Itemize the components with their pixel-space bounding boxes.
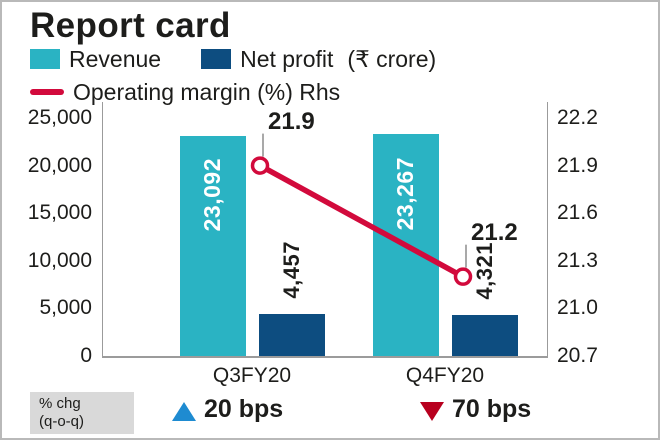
footer: % chg (q-o-q) 20 bps 70 bps xyxy=(2,390,658,436)
pct-change-line1: % chg xyxy=(39,395,81,412)
margin-value-q4fy20: 21.2 xyxy=(471,218,518,246)
revenue-value-text: 23,092 xyxy=(199,158,225,232)
revenue-value-q3fy20: 23,092 xyxy=(180,140,246,250)
revenue-swatch xyxy=(30,49,60,69)
margin-marker-q3fy20 xyxy=(250,156,270,175)
left-axis-tick: 15,000 xyxy=(27,201,92,225)
net-profit-value-text: 4,457 xyxy=(278,240,304,299)
right-axis-tick: 21.0 xyxy=(557,296,598,320)
left-axis-tick: 0 xyxy=(80,344,92,367)
revenue-bar-q3fy20 xyxy=(179,136,246,356)
down-change-value: 70 bps xyxy=(452,395,532,423)
right-axis-tick: 20.7 xyxy=(557,344,598,367)
right-axis-tick: 21.6 xyxy=(557,201,598,225)
net-profit-value-text: 4,321 xyxy=(471,242,497,300)
left-axis-tick: 10,000 xyxy=(27,248,92,272)
x-axis-label-q4fy20: Q4FY20 xyxy=(405,364,485,387)
right-axis-tick: 21.3 xyxy=(557,248,598,272)
pct-change-line2: (q-o-q) xyxy=(39,413,85,430)
legend-row-line: Operating margin (%) Rhs xyxy=(30,79,436,105)
net-profit-swatch xyxy=(201,49,232,69)
right-axis-line xyxy=(547,102,548,356)
net-profit-value-q3fy20: 4,457 xyxy=(259,230,325,310)
up-triangle-icon xyxy=(172,402,196,421)
legend: Revenue Net profit (₹ crore) Operating m… xyxy=(30,46,436,112)
legend-revenue-label: Revenue xyxy=(69,45,162,72)
x-axis-line xyxy=(102,356,548,358)
legend-operating-margin-label: Operating margin (%) Rhs xyxy=(73,78,341,105)
revenue-value-q4fy20: 23,267 xyxy=(373,138,439,248)
legend-unit-label: (₹ crore) xyxy=(347,45,437,72)
net-profit-bar-q3fy20 xyxy=(258,313,325,356)
operating-margin-swatch xyxy=(30,89,64,95)
pct-change-label-box: % chg (q-o-q) xyxy=(30,392,134,434)
legend-net-profit-label: Net profit xyxy=(240,45,334,72)
left-axis-tick: 20,000 xyxy=(27,153,92,177)
page-title: Report card xyxy=(30,6,231,45)
left-axis-tick: 25,000 xyxy=(27,106,92,129)
net-profit-bar-q4fy20 xyxy=(451,314,518,356)
right-axis-tick: 21.9 xyxy=(557,153,598,177)
revenue-value-text: 23,267 xyxy=(392,156,418,231)
x-axis-label-q3fy20: Q3FY20 xyxy=(212,364,292,387)
left-axis-tick: 5,000 xyxy=(39,296,92,320)
up-change-value: 20 bps xyxy=(204,395,284,423)
legend-row-bars: Revenue Net profit (₹ crore) xyxy=(30,46,436,72)
down-triangle-icon xyxy=(420,402,444,421)
y-axis-line xyxy=(102,102,103,356)
right-axis-tick: 22.2 xyxy=(557,106,598,129)
margin-value-q3fy20: 21.9 xyxy=(268,107,315,135)
